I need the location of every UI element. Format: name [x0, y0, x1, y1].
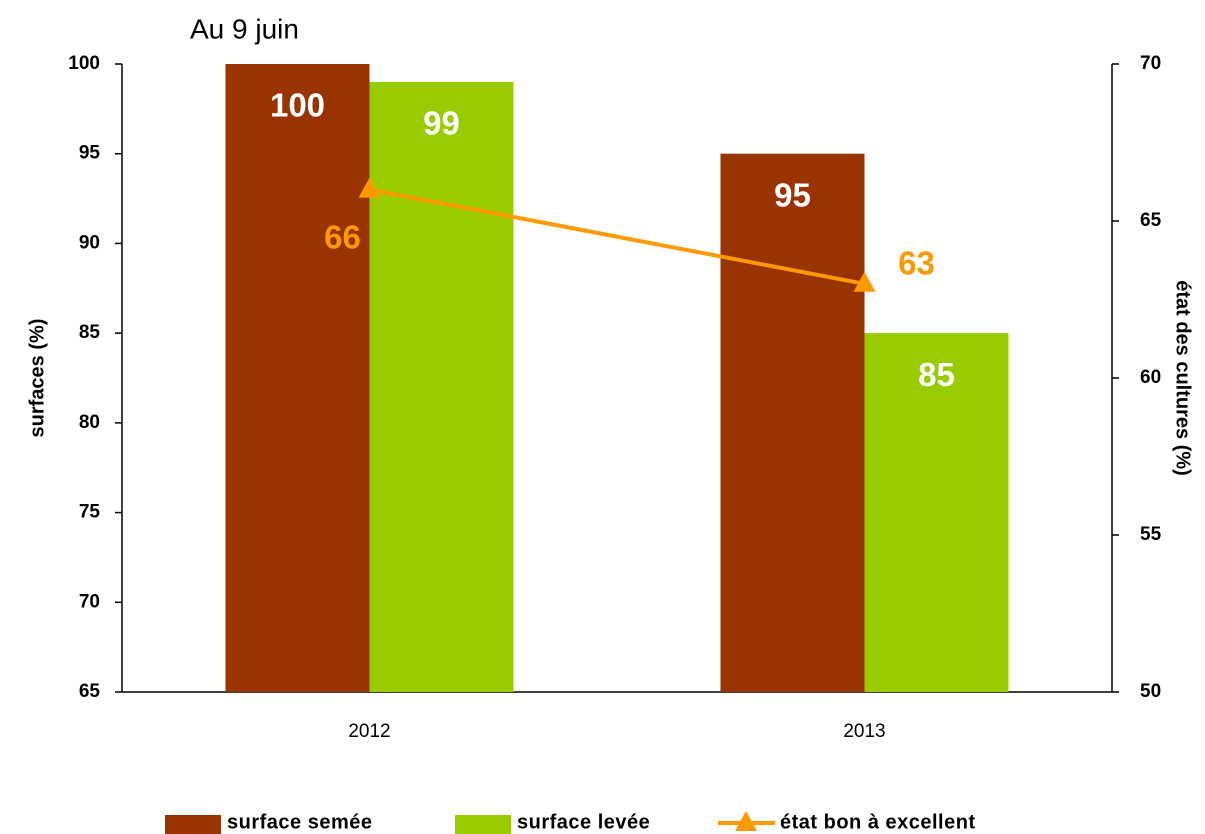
bar [720, 153, 865, 692]
legend-swatch [455, 815, 511, 834]
y-tick-label: 100 [68, 53, 100, 74]
line [369, 187, 865, 286]
chart-title: Au 9 juin [190, 13, 299, 44]
bar [864, 333, 1009, 692]
x-tick-label: 2012 [348, 721, 390, 742]
y-tick-label: 80 [79, 412, 100, 433]
line-marker [358, 177, 381, 198]
legend-label: surface levée [517, 811, 650, 833]
y-axis-label: surfaces (%) [26, 319, 48, 438]
legend-marker [735, 811, 757, 831]
legend-swatch [165, 815, 221, 834]
line-value-label: 63 [898, 245, 935, 282]
bar-value-label: 95 [774, 176, 811, 213]
y2-tick-label: 55 [1140, 524, 1162, 545]
legend-label: état bon à excellent [780, 811, 976, 833]
y-tick-label: 65 [79, 681, 101, 702]
y2-axis-label: état des cultures (%) [1172, 280, 1194, 476]
x-tick-label: 2013 [843, 721, 885, 742]
bar [369, 81, 514, 692]
legend-label: surface semée [227, 811, 372, 833]
y2-tick-label: 70 [1140, 53, 1161, 74]
line-value-label: 66 [324, 218, 361, 255]
line-marker [853, 271, 876, 292]
y-tick-label: 85 [79, 322, 101, 343]
bar-value-label: 99 [423, 105, 460, 142]
bar-value-label: 100 [270, 87, 325, 124]
bar-value-label: 85 [918, 356, 955, 393]
y-tick-label: 70 [79, 591, 100, 612]
y-tick-label: 75 [79, 502, 101, 523]
bar [225, 64, 370, 692]
y-tick-label: 90 [79, 232, 100, 253]
y2-tick-label: 65 [1140, 210, 1162, 231]
y-tick-label: 95 [79, 143, 101, 164]
y2-tick-label: 60 [1140, 367, 1161, 388]
y2-tick-label: 50 [1140, 681, 1161, 702]
